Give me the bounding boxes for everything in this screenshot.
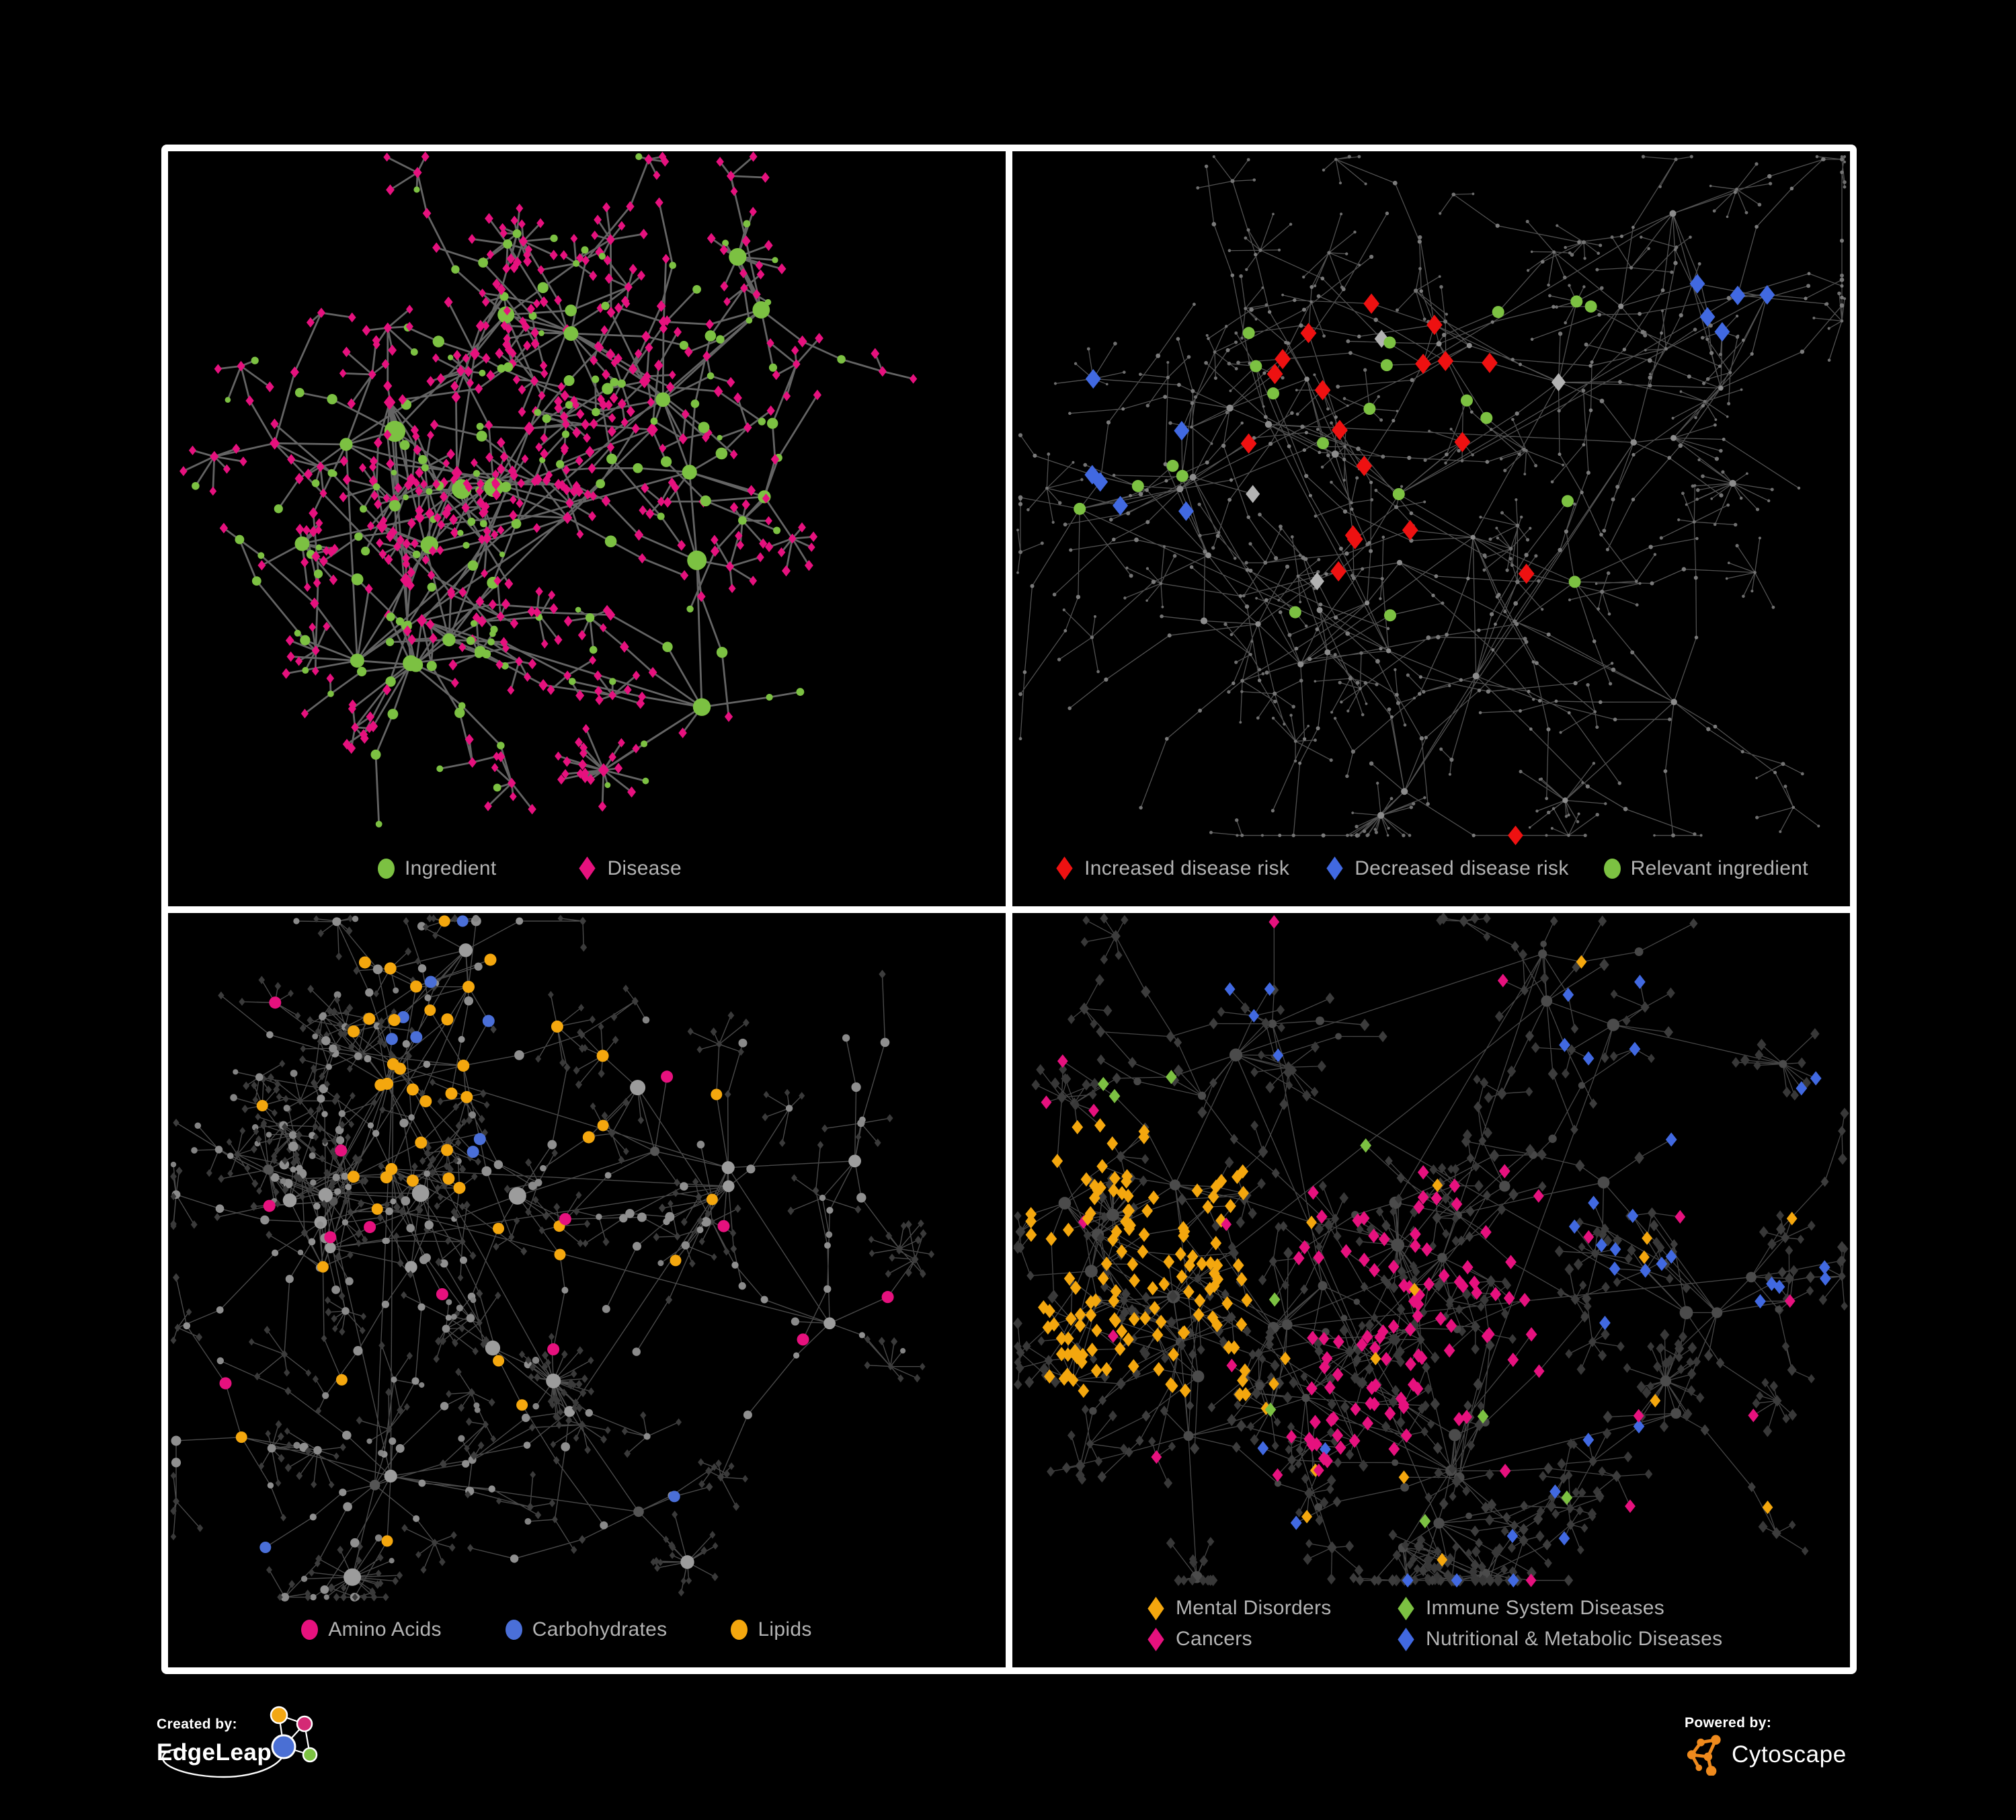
diamond-marker-icon <box>1396 1596 1416 1620</box>
legend-item-nutritional-metabolic-diseases: Nutritional & Metabolic Diseases <box>1396 1627 1723 1651</box>
legend-label: Immune System Diseases <box>1426 1597 1665 1619</box>
legend-item-ingredient: Ingredient <box>378 857 496 880</box>
legend-item-decreased-disease-risk: Decreased disease risk <box>1324 856 1569 881</box>
edgeleap-network-icon <box>270 1706 318 1763</box>
legend-label: Carbohydrates <box>532 1618 668 1640</box>
legend-label: Lipids <box>758 1618 812 1640</box>
diamond-marker-icon <box>1145 1596 1166 1620</box>
legend-item-relevant-ingredient: Relevant ingredient <box>1603 857 1808 880</box>
legend-label: Increased disease risk <box>1084 857 1290 879</box>
edgeleap-wordmark: EdgeLeap <box>157 1739 272 1766</box>
circle-marker-icon <box>1603 858 1621 879</box>
legend-nutrient-classes: Amino Acids Carbohydrates Lipids <box>168 1618 975 1641</box>
legend-label: Amino Acids <box>328 1618 442 1640</box>
diamond-marker-icon <box>577 856 597 881</box>
network-disease-risk <box>1016 155 1847 846</box>
panel-nutrient-classes: Amino Acids Carbohydrates Lipids <box>168 912 1006 1667</box>
legend-item-amino-acids: Amino Acids <box>301 1618 441 1641</box>
legend-item-lipids: Lipids <box>731 1618 811 1641</box>
powered-by-label: Powered by: <box>1685 1715 1772 1731</box>
created-by-block: Created by: EdgeLeap <box>157 1706 385 1778</box>
diamond-marker-icon <box>1054 856 1074 881</box>
circle-marker-icon <box>378 858 395 879</box>
cytoscape-network-icon <box>1687 1735 1721 1776</box>
diamond-marker-icon <box>1324 856 1344 881</box>
diamond-marker-icon <box>1396 1627 1416 1651</box>
legend-label: Disease <box>607 857 682 879</box>
cytoscape-logo: Cytoscape <box>1685 1734 1967 1776</box>
network-disease-categories <box>1013 912 1849 1587</box>
panel-disease-risk: Increased disease risk Decreased disease … <box>1012 151 1850 906</box>
network-ingredient-disease <box>179 151 918 828</box>
legend-label: Decreased disease risk <box>1355 857 1569 879</box>
legend-item-cancers: Cancers <box>1145 1627 1252 1651</box>
legend-item-disease: Disease <box>577 856 682 881</box>
cytoscape-wordmark: Cytoscape <box>1732 1741 1847 1768</box>
legend-label: Cancers <box>1176 1628 1252 1650</box>
diamond-marker-icon <box>1145 1627 1166 1651</box>
network-nutrient-classes <box>170 914 935 1601</box>
circle-marker-icon <box>731 1620 748 1640</box>
legend-disease-risk: Increased disease risk Decreased disease … <box>1012 856 1850 881</box>
edgeleap-logo: EdgeLeap <box>157 1706 372 1778</box>
legend-item-mental-disorders: Mental Disorders <box>1145 1596 1332 1620</box>
circle-marker-icon <box>505 1620 522 1640</box>
circle-marker-icon <box>301 1620 319 1640</box>
legend-disease-categories: Mental Disorders Immune System Diseases Ca… <box>1145 1596 1723 1651</box>
created-by-label: Created by: <box>157 1716 237 1732</box>
legend-item-carbohydrates: Carbohydrates <box>505 1618 668 1641</box>
legend-item-increased-disease-risk: Increased disease risk <box>1054 856 1290 881</box>
legend-label: Nutritional & Metabolic Diseases <box>1426 1628 1723 1650</box>
panel-disease-categories: Mental Disorders Immune System Diseases Ca… <box>1012 912 1850 1667</box>
legend-label: Mental Disorders <box>1176 1597 1332 1619</box>
figure-frame: Ingredient Disease Increased disease risk… <box>161 145 1857 1674</box>
powered-by-block: Powered by: Cytoscape <box>1685 1715 1967 1776</box>
legend-item-immune-system-diseases: Immune System Diseases <box>1396 1596 1665 1620</box>
legend-label: Relevant ingredient <box>1630 857 1808 879</box>
legend-ingredient-disease: Ingredient Disease <box>168 856 949 881</box>
panel-ingredient-disease: Ingredient Disease <box>168 151 1006 906</box>
legend-label: Ingredient <box>405 857 497 879</box>
